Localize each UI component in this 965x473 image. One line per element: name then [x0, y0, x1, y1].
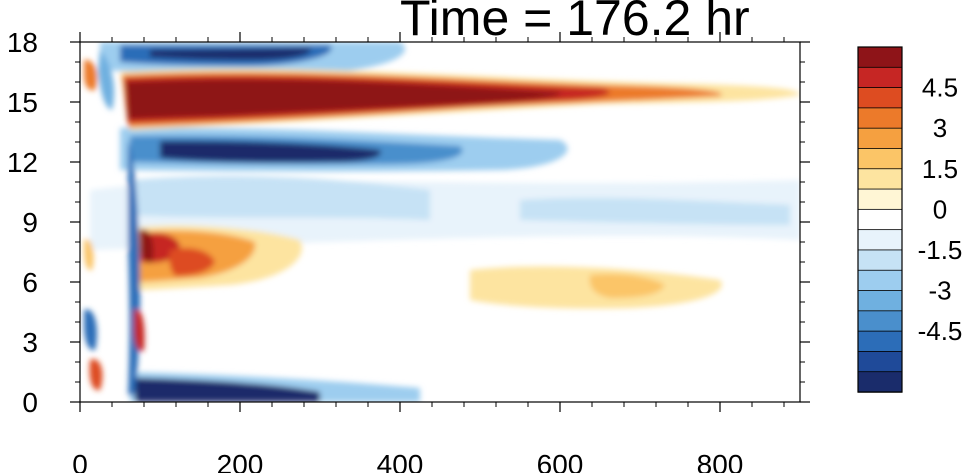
left-edge-positive-2: [89, 359, 103, 391]
weak-negative-region-right: [520, 197, 790, 225]
colorbar-swatch: [857, 249, 903, 271]
weak-negative-region-middle: [130, 175, 430, 220]
colorbar-swatch: [857, 168, 903, 190]
left-edge-positive-3: [84, 239, 94, 271]
colorbar-swatch: [857, 310, 903, 332]
chart-title: Time = 176.2 hr: [400, 0, 750, 46]
y-tick-label: 9: [22, 207, 38, 238]
negative-band-bottom-core: [135, 378, 320, 402]
heatmap-field: [84, 42, 800, 402]
colorbar-swatch: [857, 87, 903, 109]
colorbar-swatch: [857, 148, 903, 170]
negative-band-top-core: [150, 48, 311, 60]
colorbar-frame: [857, 46, 903, 393]
y-tick-label: 15: [7, 87, 38, 118]
colorbar-label: 3: [933, 113, 947, 143]
colorbar-label: -4.5: [918, 316, 963, 346]
x-tick-label: 400: [377, 449, 424, 473]
left-edge-negative-1: [98, 50, 115, 110]
colorbar-swatch: [857, 269, 903, 292]
colorbar-swatch: [857, 127, 903, 150]
front-column-positive-2: [140, 229, 154, 263]
colorbar-swatch: [857, 330, 903, 353]
colorbar-label: -3: [928, 276, 951, 306]
x-tick-label: 600: [537, 449, 584, 473]
colorbar: 4.5 3 1.5 0 -1.5 -3 -4.5: [857, 46, 963, 393]
colorbar-swatch: [857, 290, 903, 312]
x-tick-label: 0: [72, 449, 88, 473]
left-edge-positive-top: [84, 59, 97, 91]
positive-band-core: [126, 79, 561, 119]
x-tick-label: 800: [697, 449, 744, 473]
colorbar-swatch: [857, 188, 903, 211]
colorbar-label: -1.5: [918, 235, 963, 265]
colorbar-swatch: [857, 66, 903, 89]
colorbar-swatch: [857, 208, 903, 231]
x-axis: 0 200 400 600 800: [72, 32, 785, 473]
y-tick-label: 12: [7, 147, 38, 178]
colorbar-swatch: [857, 371, 903, 393]
x-tick-label: 200: [217, 449, 264, 473]
colorbar-swatch: [857, 351, 903, 373]
y-axis: 0 3 6 9 12 15 18: [7, 27, 810, 418]
y-tick-label: 3: [22, 327, 38, 358]
negative-band-mid-core: [160, 140, 381, 163]
y-tick-label: 0: [22, 387, 38, 418]
colorbar-swatch: [857, 46, 903, 68]
colorbar-swatch: [857, 107, 903, 129]
colorbar-label: 0: [933, 194, 947, 224]
colorbar-swatch: [857, 229, 903, 251]
left-edge-negative-2: [84, 309, 97, 351]
colorbar-label: 4.5: [922, 73, 958, 103]
y-tick-label: 6: [22, 267, 38, 298]
weak-positive-patch-core: [589, 274, 665, 298]
colorbar-label: 1.5: [922, 154, 958, 184]
front-column-positive: [134, 309, 145, 352]
positive-patch-core-2: [169, 248, 215, 276]
y-tick-label: 18: [7, 27, 38, 58]
